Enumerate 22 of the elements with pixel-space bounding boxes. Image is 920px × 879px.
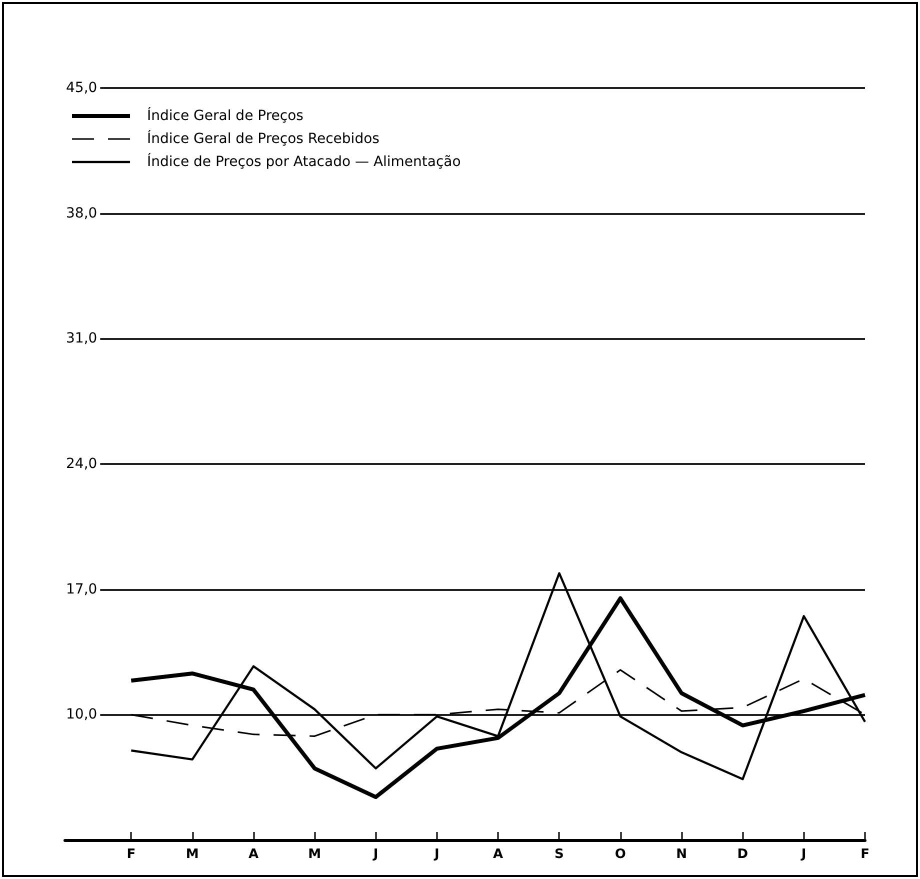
x-tick-label: M — [186, 847, 199, 862]
x-tick-label: A — [493, 847, 504, 862]
x-tick-label: J — [800, 847, 806, 862]
y-tick-label: 31,0 — [66, 330, 98, 347]
legend-label: Índice de Preços por Atacado — Alimentação — [147, 153, 461, 170]
x-tick-label: J — [434, 847, 440, 862]
legend-label: Índice Geral de Preços Recebidos — [147, 130, 380, 147]
y-tick-label: 24,0 — [66, 456, 98, 472]
x-tick-label: F — [126, 847, 136, 862]
x-tick-label: J — [372, 847, 378, 862]
legend-label: Índice Geral de Preços — [147, 107, 304, 124]
x-tick-label: F — [860, 847, 870, 862]
x-tick-label: O — [614, 847, 626, 862]
y-tick-label: 17,0 — [66, 581, 98, 598]
x-tick-label: N — [676, 847, 687, 862]
x-tick-label: S — [554, 847, 564, 862]
y-tick-label: 10,0 — [66, 706, 98, 723]
y-tick-label: 38,0 — [66, 205, 98, 222]
x-tick-label: M — [308, 847, 322, 862]
y-tick-label: 45,0 — [66, 80, 98, 96]
x-tick-label: A — [248, 847, 258, 862]
x-tick-label: D — [737, 847, 748, 862]
